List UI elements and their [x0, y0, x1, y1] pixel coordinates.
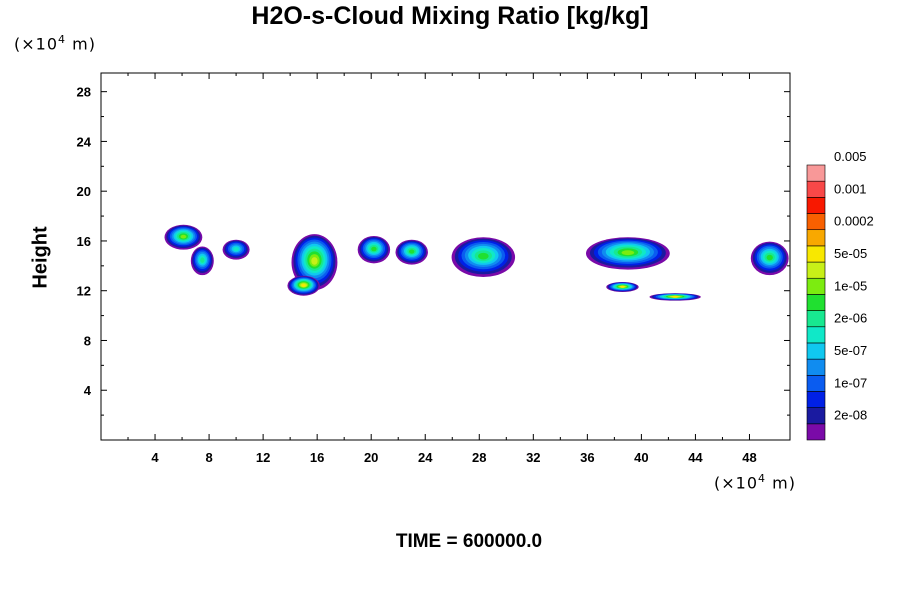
contour-band [621, 250, 635, 256]
colorbar-label: 5e-05 [834, 246, 867, 261]
x-tick-label: 48 [742, 450, 756, 465]
colorbar-swatch [806, 180, 826, 198]
cloud-cell [606, 282, 639, 292]
contour-band [478, 252, 489, 260]
colorbar: 2e-08 1e-07 5e-07 2e-06 1e-05 5e-05 0.0002 0.00… [806, 149, 874, 441]
cloud-cell [164, 224, 203, 250]
y-tick-label: 20 [77, 184, 91, 199]
colorbar-swatch [806, 245, 826, 263]
contour-band [311, 257, 318, 265]
x-tick-label: 40 [634, 450, 648, 465]
y-tick-label: 24 [77, 134, 92, 149]
colorbar-label: 2e-06 [834, 311, 867, 326]
colorbar-swatch [806, 213, 826, 231]
y-tick-label: 8 [84, 333, 91, 348]
cloud-cell [357, 235, 391, 264]
y-tick-label: 28 [77, 85, 91, 100]
x-tick-label: 8 [205, 450, 212, 465]
cloud-cell [395, 239, 428, 265]
colorbar-swatch [806, 326, 826, 344]
colorbar-swatch [806, 423, 826, 441]
x-tick-label: 16 [310, 450, 324, 465]
colorbar-label: 1e-05 [834, 278, 867, 293]
plot-frame [100, 72, 791, 441]
x-tick-label: 24 [418, 450, 433, 465]
cloud-cell [750, 241, 789, 276]
contour-band [371, 246, 377, 252]
colorbar-label: 0.001 [834, 181, 867, 196]
chart-title: H2O-s-Cloud Mixing Ratio [kg/kg] [251, 2, 649, 30]
cloud-cell [649, 293, 701, 301]
colorbar-swatch [806, 197, 826, 214]
contour-band [233, 246, 239, 252]
x-tick-label: 20 [364, 450, 378, 465]
cloud-field [164, 224, 789, 301]
colorbar-label: 2e-08 [834, 408, 867, 423]
time-footer: TIME = 600000.0 [395, 531, 543, 552]
colorbar-swatch [806, 391, 826, 408]
cloud-cell [222, 239, 250, 260]
y-axis-unit: (×104 m) [14, 33, 96, 54]
cloud-cell [287, 275, 320, 296]
colorbar-swatch [806, 229, 826, 247]
x-tick-label: 12 [256, 450, 270, 465]
colorbar-swatch [806, 358, 826, 376]
y-tick-label: 16 [77, 234, 91, 249]
x-tick-label: 36 [580, 450, 594, 465]
contour-band [180, 234, 187, 239]
colorbar-label: 0.0002 [834, 214, 874, 229]
contour-band [409, 249, 415, 254]
colorbar-label: 1e-07 [834, 375, 867, 390]
colorbar-swatch [806, 277, 826, 295]
contour-band [301, 284, 306, 287]
colorbar-swatch [806, 374, 826, 392]
x-tick-label: 28 [472, 450, 486, 465]
x-tick-label: 44 [688, 450, 703, 465]
contour-band [671, 295, 679, 298]
colorbar-swatch [806, 310, 826, 328]
y-tick-label: 4 [84, 383, 92, 398]
contour-band [620, 285, 625, 288]
cloud-cell [586, 237, 670, 270]
x-axis-unit: (×104 m) [714, 472, 796, 493]
cloud-cell [451, 237, 516, 278]
colorbar-swatch [806, 261, 826, 279]
x-tick-label: 32 [526, 450, 540, 465]
contour-band [200, 257, 205, 263]
colorbar-swatch [806, 407, 826, 425]
colorbar-swatch [806, 164, 826, 182]
colorbar-label: 0.005 [834, 149, 867, 164]
y-tick-label: 12 [77, 284, 91, 299]
x-tick-label: 4 [151, 450, 159, 465]
cloud-cell [190, 246, 214, 276]
contour-band [766, 254, 773, 261]
colorbar-label: 5e-07 [834, 343, 867, 358]
colorbar-swatch [806, 342, 826, 360]
colorbar-swatch [806, 294, 826, 311]
